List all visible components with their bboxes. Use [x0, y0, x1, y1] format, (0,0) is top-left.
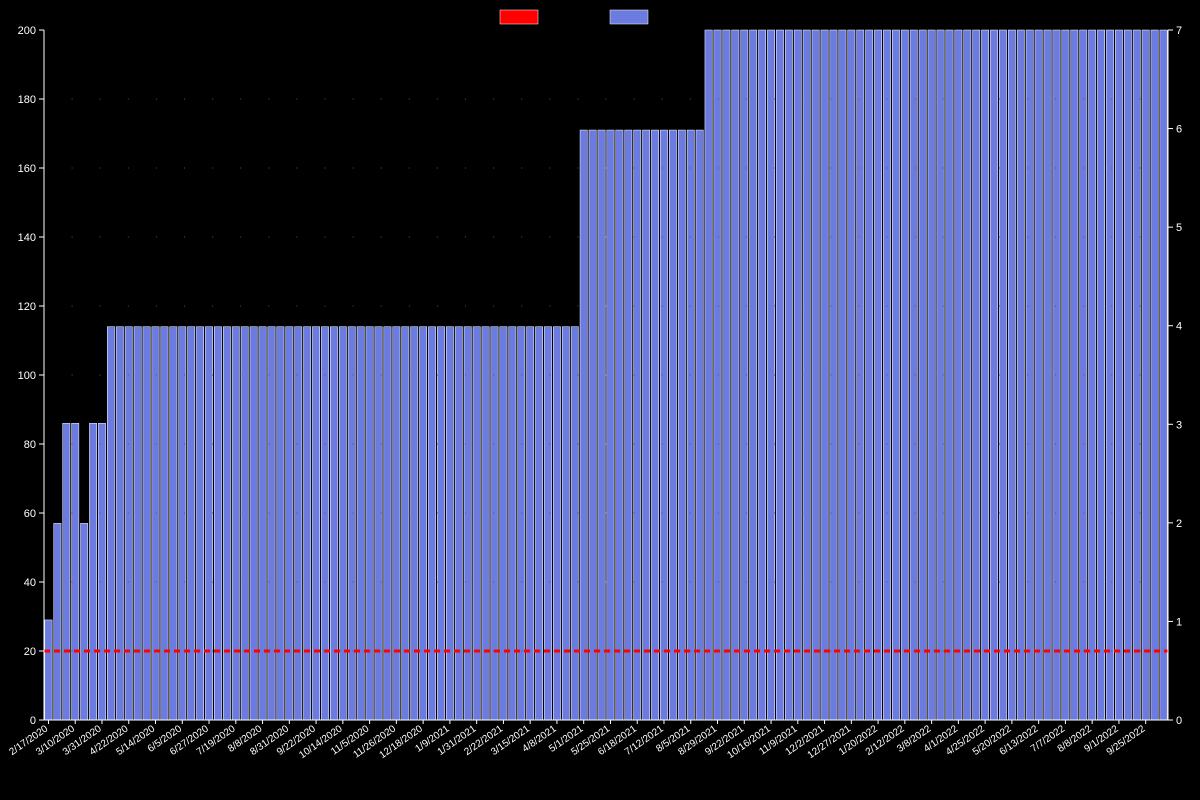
chart-container: 020406080100120140160180200012345672/17/… — [0, 0, 1200, 800]
legend-swatch — [500, 10, 538, 24]
left-axis-tick-label: 40 — [24, 577, 36, 589]
left-axis-tick-label: 160 — [18, 163, 36, 175]
right-axis-tick-label: 2 — [1176, 518, 1182, 530]
right-axis-tick-label: 6 — [1176, 124, 1182, 136]
right-axis-tick-label: 0 — [1176, 715, 1182, 727]
right-axis-tick-label: 5 — [1176, 222, 1182, 234]
legend-swatch — [610, 10, 648, 24]
left-axis-tick-label: 20 — [24, 646, 36, 658]
left-axis-tick-label: 60 — [24, 508, 36, 520]
right-axis-tick-label: 3 — [1176, 419, 1182, 431]
left-axis-tick-label: 200 — [18, 25, 36, 37]
left-axis-tick-label: 0 — [30, 715, 36, 727]
left-axis-tick-label: 120 — [18, 301, 36, 313]
bar-chart: 020406080100120140160180200012345672/17/… — [0, 0, 1200, 800]
right-axis-tick-label: 4 — [1176, 321, 1182, 333]
left-axis-tick-label: 100 — [18, 370, 36, 382]
right-axis-tick-label: 7 — [1176, 25, 1182, 37]
left-axis-tick-label: 80 — [24, 439, 36, 451]
left-axis-tick-label: 140 — [18, 232, 36, 244]
left-axis-tick-label: 180 — [18, 94, 36, 106]
right-axis-tick-label: 1 — [1176, 616, 1182, 628]
